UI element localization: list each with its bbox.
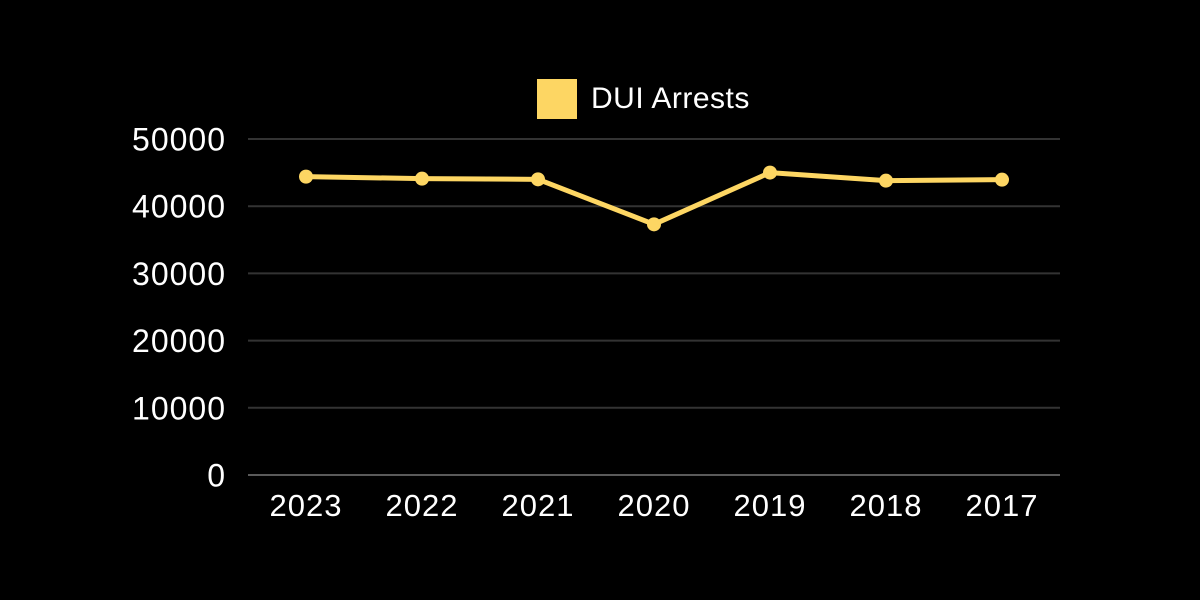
x-tick-label: 2018	[850, 488, 923, 523]
y-axis-labels: 0 10000 20000 30000 40000 50000	[132, 122, 226, 494]
data-point	[299, 169, 313, 184]
y-tick-label: 30000	[132, 256, 226, 292]
x-tick-label: 2023	[270, 488, 343, 523]
series-line	[303, 170, 1005, 227]
y-tick-label: 10000	[132, 390, 226, 426]
data-point	[763, 165, 777, 180]
data-point	[995, 172, 1009, 187]
data-point	[531, 172, 545, 187]
x-tick-label: 2022	[386, 488, 459, 523]
legend-label: DUI Arrests	[591, 82, 750, 115]
data-point	[647, 217, 661, 232]
data-point	[879, 173, 893, 188]
x-tick-label: 2019	[734, 488, 807, 523]
data-point	[415, 171, 429, 186]
x-tick-label: 2017	[966, 488, 1039, 523]
x-axis-labels: 2023 2022 2021 2020 2019 2018 2017	[270, 488, 1039, 523]
y-tick-label: 40000	[132, 189, 226, 225]
y-tick-label: 0	[207, 458, 226, 494]
y-tick-label: 20000	[132, 323, 226, 359]
legend: DUI Arrests	[537, 79, 750, 119]
x-tick-label: 2020	[618, 488, 691, 523]
y-tick-label: 50000	[132, 122, 226, 158]
legend-swatch	[537, 79, 577, 119]
gridlines	[248, 138, 1060, 476]
series-dui-arrests	[299, 165, 1009, 232]
x-tick-label: 2021	[502, 488, 575, 523]
